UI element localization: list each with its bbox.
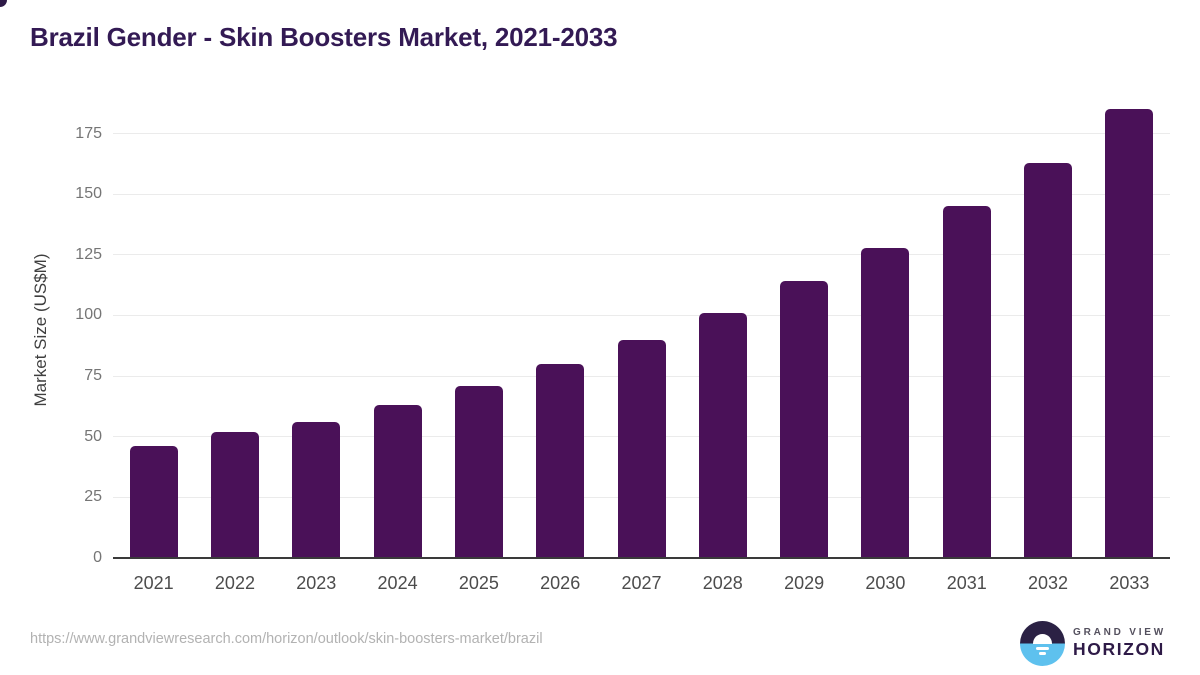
gridline-175 <box>113 133 1170 134</box>
bar-2027[interactable] <box>617 339 666 558</box>
y-tick-150: 150 <box>75 185 102 203</box>
x-label-2030: 2030 <box>865 573 906 593</box>
x-label-2025: 2025 <box>458 573 499 593</box>
bar-2029[interactable] <box>780 281 829 558</box>
bar-2031[interactable] <box>942 206 991 558</box>
bar-2024[interactable] <box>373 405 422 558</box>
y-tick-25: 25 <box>84 488 102 506</box>
gridline-125 <box>113 254 1170 256</box>
grandview-horizon-logo: GRAND VIEW HORIZON <box>1020 621 1180 666</box>
gridline-100 <box>113 314 1170 316</box>
x-label-2023: 2023 <box>296 573 337 593</box>
x-label-2033: 2033 <box>1109 573 1150 593</box>
bar-2028[interactable] <box>698 313 747 558</box>
sun-reflection-line <box>1036 646 1049 650</box>
chart-title: Brazil Gender - Skin Boosters Market, 20… <box>30 22 618 52</box>
sun-icon <box>1033 634 1052 644</box>
y-tick-0: 0 <box>93 549 102 566</box>
y-tick-50: 50 <box>84 427 102 445</box>
y-tick-100: 100 <box>75 306 102 324</box>
x-label-2021: 2021 <box>133 573 174 593</box>
bar-2032[interactable] <box>1024 162 1073 558</box>
x-label-2029: 2029 <box>784 573 825 593</box>
x-label-2032: 2032 <box>1028 573 1069 593</box>
bar-2026[interactable] <box>536 363 585 558</box>
bar-2033[interactable] <box>1105 109 1154 558</box>
corner-artifact <box>0 0 7 7</box>
y-tick-125: 125 <box>75 245 102 263</box>
y-tick-75: 75 <box>84 367 102 385</box>
sun-reflection-line <box>1039 652 1046 655</box>
bar-2023[interactable] <box>292 422 341 558</box>
bar-2022[interactable] <box>210 431 259 558</box>
x-label-2031: 2031 <box>946 573 987 593</box>
horizon-sun-icon <box>1020 621 1065 666</box>
y-tick-175: 175 <box>75 124 102 142</box>
bar-2021[interactable] <box>129 446 178 558</box>
logo-text: GRAND VIEW HORIZON <box>1073 627 1166 660</box>
logo-brand-top: GRAND VIEW <box>1073 627 1166 638</box>
source-url: https://www.grandviewresearch.com/horizo… <box>30 631 543 647</box>
x-label-2027: 2027 <box>621 573 662 593</box>
bar-2025[interactable] <box>454 385 503 558</box>
x-axis-line <box>113 557 1170 559</box>
x-label-2024: 2024 <box>377 573 418 593</box>
bar-2030[interactable] <box>861 247 910 558</box>
logo-brand-bottom: HORIZON <box>1073 639 1165 659</box>
x-label-2026: 2026 <box>540 573 581 593</box>
x-label-2022: 2022 <box>214 573 255 593</box>
x-label-2028: 2028 <box>702 573 743 593</box>
gridline-150 <box>113 193 1170 195</box>
